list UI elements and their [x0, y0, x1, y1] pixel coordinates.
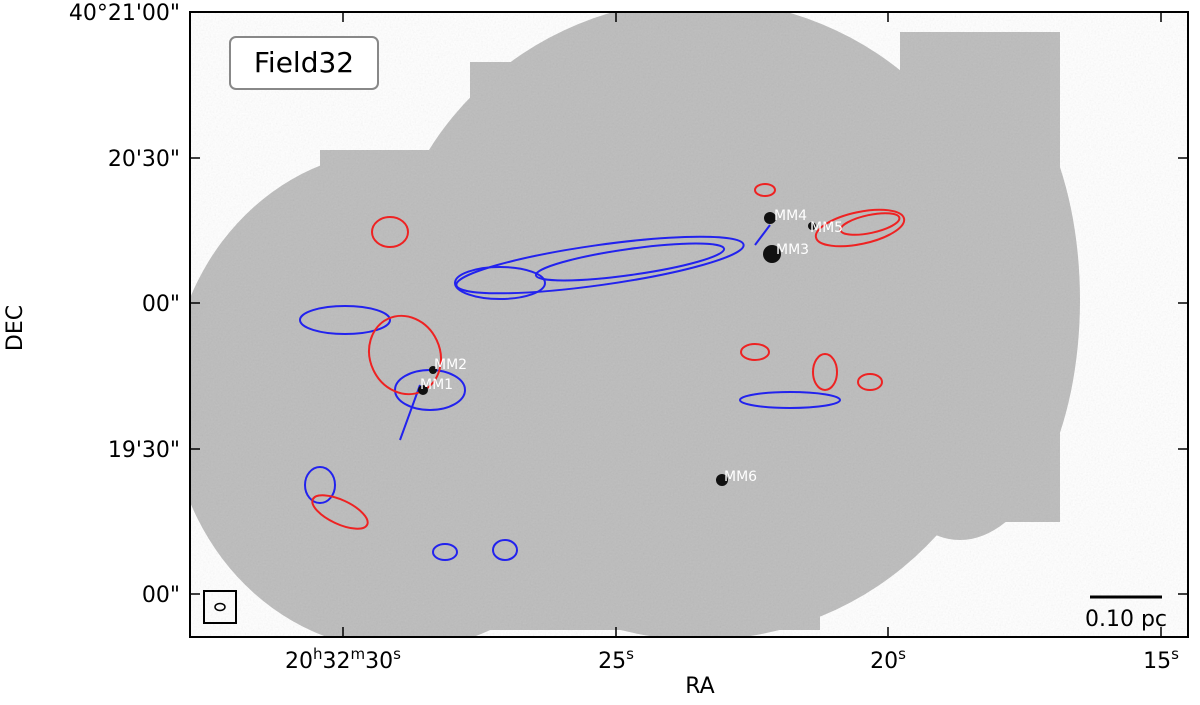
source-label: MM5 — [810, 220, 843, 236]
field-box — [229, 36, 379, 90]
y-tick-label: 00" — [142, 583, 180, 608]
y-tick-label: 20'30" — [108, 147, 180, 172]
ticks — [190, 12, 1188, 637]
source-label: MM6 — [724, 469, 757, 485]
y-tick-label: 40°21'00" — [69, 1, 180, 26]
x-tick-label: 15s — [1143, 645, 1179, 674]
field-label: Field32 — [254, 46, 354, 79]
source-label: MM4 — [774, 208, 807, 224]
y-label: DEC — [3, 305, 28, 351]
y-tick-label: 00" — [142, 292, 180, 317]
y-tick-label: 19'30" — [108, 438, 180, 463]
x-tick-label: 25s — [598, 645, 634, 674]
x-tick-label: 20s — [870, 645, 906, 674]
scale-label: 0.10 pc — [1085, 607, 1167, 632]
source-label: MM2 — [434, 357, 467, 373]
source-label: MM1 — [420, 377, 453, 393]
frame — [189, 11, 1189, 638]
source-label: MM3 — [776, 242, 809, 258]
x-label: RA — [685, 674, 714, 699]
x-tick-label: 20h32m30s — [285, 645, 401, 674]
beam-box — [203, 590, 237, 624]
beam — [214, 602, 226, 612]
